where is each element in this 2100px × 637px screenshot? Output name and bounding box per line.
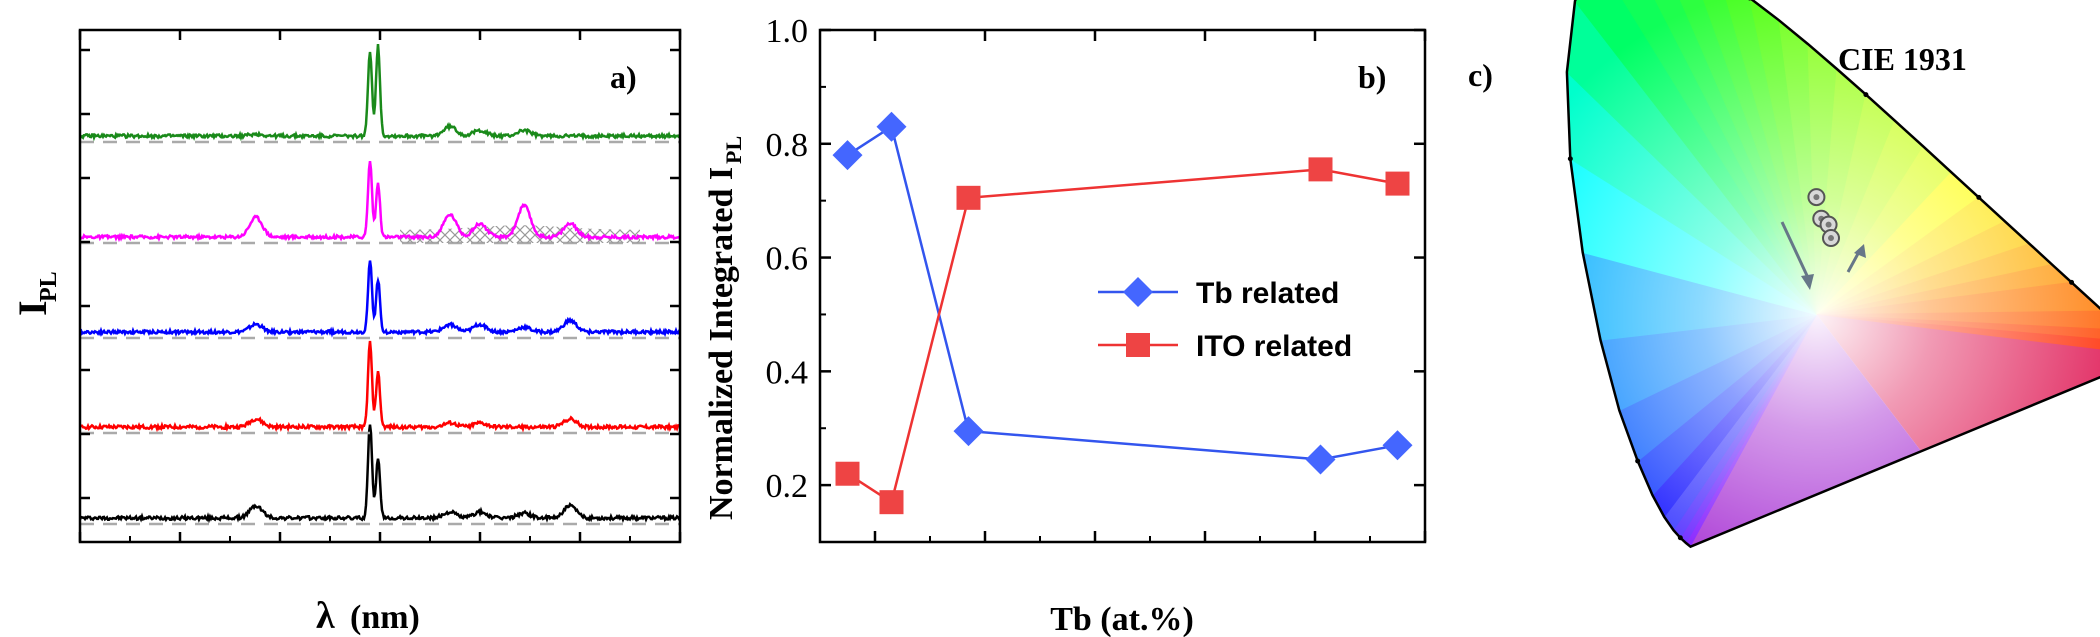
cie-wavelength-tick-6 <box>1976 194 1982 200</box>
ito-point-3 <box>1308 157 1333 182</box>
spectrum-trace-2 <box>80 260 680 338</box>
cie-title: CIE 1931 <box>1838 41 1967 77</box>
cie-point-center-3 <box>1828 235 1834 242</box>
trend-arrow-down-head <box>1801 274 1814 290</box>
cie-point-center-0 <box>1813 194 1820 201</box>
cie-locus-outline <box>1565 0 2100 549</box>
panel-a-spectra: a) λ (nm) I PL <box>10 28 682 637</box>
y-tick-label-b-3: 0.8 <box>766 127 809 164</box>
cie-white-glow <box>1566 0 2100 547</box>
panel-b-label: b) <box>1358 59 1386 95</box>
tb-point-3 <box>1305 444 1336 475</box>
cie-wavelength-tick-1 <box>1635 458 1641 464</box>
y-tick-label-b-2: 0.6 <box>766 241 809 278</box>
spectrum-trace-0 <box>80 424 680 524</box>
ito-point-0 <box>835 461 860 486</box>
cie-wavelength-tick-2 <box>1567 156 1573 162</box>
panel-b-xlabel: Tb (at.%) <box>1050 601 1194 637</box>
legend-square-marker <box>1126 333 1150 357</box>
panel-b-legend: Tb related ITO related <box>1098 277 1352 363</box>
tb-point-1 <box>876 111 907 142</box>
panel-b-frame <box>818 28 1427 544</box>
cie-point-center-2 <box>1825 221 1832 228</box>
ito-point-2 <box>956 185 981 210</box>
trend-arrow-up-head <box>1854 244 1866 258</box>
cie-wavelength-tick-7 <box>2069 279 2075 285</box>
legend-ito-label: ITO related <box>1196 330 1352 363</box>
ito-point-1 <box>879 490 904 515</box>
cie-wavelength-tick-0 <box>1677 535 1683 541</box>
spectrum-trace-3 <box>80 160 680 243</box>
spectrum-trace-1 <box>80 340 680 433</box>
panel-a-ylabel-main: I <box>10 300 55 316</box>
tb-point-0 <box>832 140 863 171</box>
panel-b-ylabel-sub: PL <box>721 136 746 164</box>
cie-wavelength-tick-5 <box>1863 92 1869 98</box>
panel-a-ylabel-sub: PL <box>36 271 62 302</box>
panel-c-cie: c) CIE 1931 <box>1468 0 2100 549</box>
panel-a-xlabel-unit: (nm) <box>350 599 420 636</box>
trend-arrow-down <box>1780 221 1812 283</box>
y-tick-label-b-0: 0.2 <box>766 468 809 505</box>
spectrum-trace-4 <box>80 44 680 142</box>
panel-c-label: c) <box>1468 57 1493 93</box>
legend-diamond-marker <box>1123 277 1153 307</box>
ito-point-4 <box>1385 171 1410 196</box>
tb-point-2 <box>953 416 984 447</box>
panel-a-label: a) <box>610 59 637 95</box>
y-tick-label-b-4: 1.0 <box>766 13 809 50</box>
panel-a-xlabel-symbol: λ <box>316 595 335 637</box>
legend-tb-label: Tb related <box>1196 277 1339 310</box>
y-tick-label-b-1: 0.4 <box>766 354 809 391</box>
panel-b-ylabel-main: Normalized Integrated I <box>703 167 740 520</box>
panel-b-integrated: 0.2 0.4 0.6 0.8 1.0 b) Tb (at.%) Normalized … <box>703 13 1427 637</box>
tb-point-4 <box>1382 430 1413 461</box>
